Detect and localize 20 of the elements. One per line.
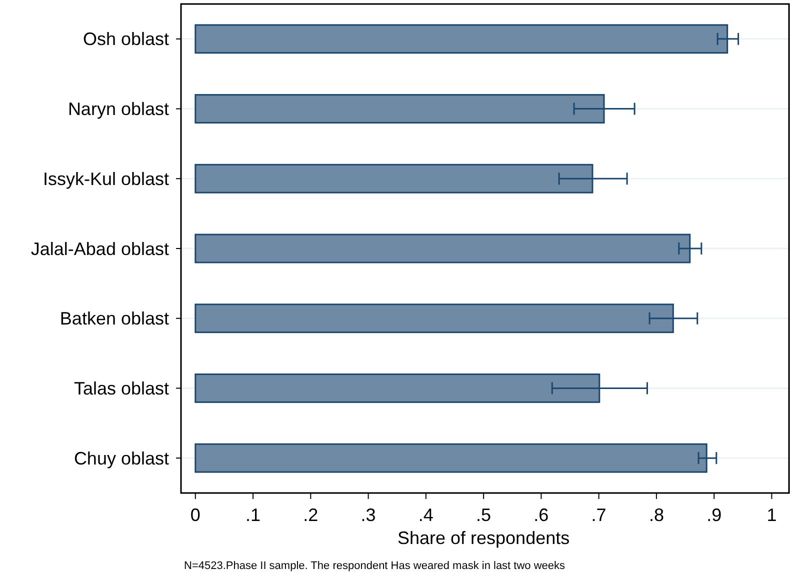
y-tick-label: Osh oblast [82,29,169,50]
x-tick-label: .4 [418,505,434,525]
y-tick-label: Jalal-Abad oblast [30,238,169,259]
x-tick-label: .8 [648,505,664,525]
x-axis-title: Share of respondents [397,528,570,548]
x-tick-label: .1 [246,505,261,525]
x-tick-label: .2 [303,505,318,525]
x-tick-label: 1 [766,505,777,525]
y-tick-label: Batken oblast [60,308,169,329]
x-tick-label: 0 [190,505,200,525]
y-tick-label: Talas oblast [74,378,169,399]
y-tick-label: Chuy oblast [74,448,169,468]
text: N=4523.Phase II sample. The respondent Has weared mask in last two weeks [184,560,566,572]
x-tick-label: .6 [534,505,549,525]
y-tick-label: Issyk-Kul oblast [42,168,169,189]
x-tick-label: .3 [360,505,376,525]
x-tick-label: .7 [591,505,606,525]
x-tick-label: .9 [706,505,722,525]
y-tick-label: Naryn oblast [68,99,169,120]
x-tick-label: .5 [476,505,492,525]
